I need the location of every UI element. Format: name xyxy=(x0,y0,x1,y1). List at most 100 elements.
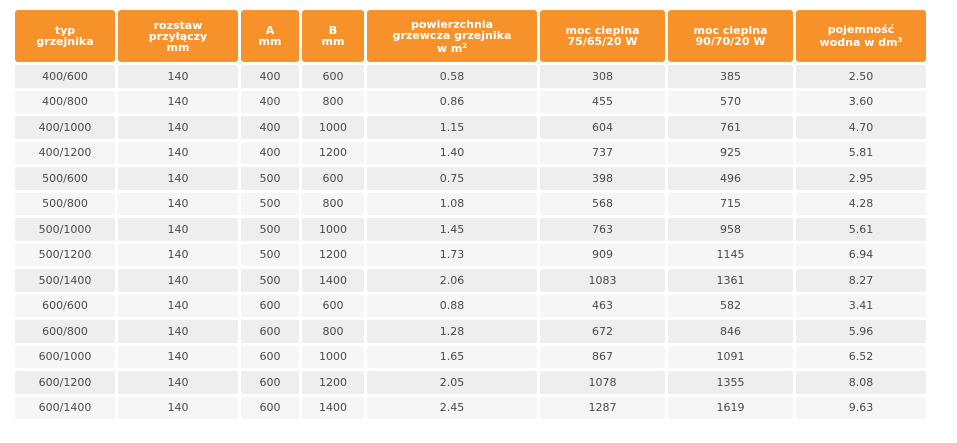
table-cell: 463 xyxy=(540,294,665,317)
table-cell: 0.58 xyxy=(367,65,537,88)
table-cell: 500/600 xyxy=(15,167,115,190)
table-cell: 600 xyxy=(241,320,299,343)
table-cell: 140 xyxy=(118,320,238,343)
header-typ-grzejnika: typ grzejnika xyxy=(15,10,115,62)
table-cell: 600 xyxy=(241,345,299,368)
table-cell: 1145 xyxy=(668,243,793,266)
table-cell: 500/800 xyxy=(15,192,115,215)
table-cell: 1.40 xyxy=(367,141,537,164)
table-cell: 1355 xyxy=(668,371,793,394)
table-row: 600/800 140 600 800 1.28 672 846 5.96 xyxy=(15,320,926,343)
table-cell: 958 xyxy=(668,218,793,241)
table-cell: 1.08 xyxy=(367,192,537,215)
table-cell: 600 xyxy=(302,294,364,317)
header-line: 90/70/20 W xyxy=(695,35,766,48)
table-cell: 140 xyxy=(118,269,238,292)
table-cell: 385 xyxy=(668,65,793,88)
table-cell: 600/800 xyxy=(15,320,115,343)
table-cell: 1400 xyxy=(302,269,364,292)
table-cell: 140 xyxy=(118,167,238,190)
table-body: 400/600 140 400 600 0.58 308 385 2.50 400/800 140… xyxy=(15,65,926,419)
table-row: 400/800 140 400 800 0.86 455 570 3.60 xyxy=(15,90,926,113)
table-cell: 867 xyxy=(540,345,665,368)
table-cell: 604 xyxy=(540,116,665,139)
header-moc-90-70-20: moc cieplna 90/70/20 W xyxy=(668,10,793,62)
table-cell: 846 xyxy=(668,320,793,343)
header-line: pojemność xyxy=(827,23,895,36)
table-cell: 909 xyxy=(540,243,665,266)
table-cell: 400 xyxy=(241,116,299,139)
table-cell: 763 xyxy=(540,218,665,241)
table-cell: 140 xyxy=(118,371,238,394)
table-row: 600/1000 140 600 1000 1.65 867 1091 6.52 xyxy=(15,345,926,368)
header-line: A xyxy=(265,24,275,37)
table-cell: 5.61 xyxy=(796,218,926,241)
table-cell: 800 xyxy=(302,192,364,215)
table-cell: 600/1000 xyxy=(15,345,115,368)
table-cell: 8.08 xyxy=(796,371,926,394)
table-cell: 400 xyxy=(241,141,299,164)
table-cell: 600 xyxy=(241,294,299,317)
table-cell: 455 xyxy=(540,90,665,113)
table-cell: 3.41 xyxy=(796,294,926,317)
header-line: w m2 xyxy=(436,41,468,55)
table-cell: 600 xyxy=(241,371,299,394)
header-line: rozstaw xyxy=(153,18,203,32)
table-cell: 0.88 xyxy=(367,294,537,317)
table-cell: 500 xyxy=(241,167,299,190)
table-cell: 6.94 xyxy=(796,243,926,266)
table-cell: 5.96 xyxy=(796,320,926,343)
table-cell: 400/1000 xyxy=(15,116,115,139)
table-cell: 140 xyxy=(118,116,238,139)
table-row: 600/600 140 600 600 0.88 463 582 3.41 xyxy=(15,294,926,317)
table-cell: 2.45 xyxy=(367,396,537,419)
table-cell: 1619 xyxy=(668,396,793,419)
table-row: 400/1200 140 400 1200 1.40 737 925 5.81 xyxy=(15,141,926,164)
table-cell: 1200 xyxy=(302,141,364,164)
table-cell: 582 xyxy=(668,294,793,317)
table-cell: 500/1400 xyxy=(15,269,115,292)
table-cell: 400 xyxy=(241,90,299,113)
table-cell: 600/600 xyxy=(15,294,115,317)
table-cell: 1083 xyxy=(540,269,665,292)
table-cell: 1287 xyxy=(540,396,665,419)
table-cell: 2.06 xyxy=(367,269,537,292)
table-cell: 140 xyxy=(118,396,238,419)
header-moc-75-65-20: moc cieplna 75/65/20 W xyxy=(540,10,665,62)
header-line: moc cieplna xyxy=(565,24,640,37)
table-cell: 1000 xyxy=(302,218,364,241)
table-cell: 500/1200 xyxy=(15,243,115,266)
header-line: mm xyxy=(166,40,190,54)
header-powierzchnia: powierzchnia grzewcza grzejnika w m2 xyxy=(367,10,537,62)
table-row: 400/1000 140 400 1000 1.15 604 761 4.70 xyxy=(15,116,926,139)
table-cell: 4.70 xyxy=(796,116,926,139)
table-cell: 600 xyxy=(302,65,364,88)
header-line: przyłączy xyxy=(148,29,208,43)
table-cell: 800 xyxy=(302,90,364,113)
table-row: 400/600 140 400 600 0.58 308 385 2.50 xyxy=(15,65,926,88)
table-cell: 500 xyxy=(241,243,299,266)
table-cell: 0.75 xyxy=(367,167,537,190)
table-cell: 140 xyxy=(118,218,238,241)
table-cell: 600/1200 xyxy=(15,371,115,394)
table-cell: 398 xyxy=(540,167,665,190)
table-cell: 140 xyxy=(118,141,238,164)
table-cell: 1361 xyxy=(668,269,793,292)
header-line: grzewcza grzejnika xyxy=(392,28,512,42)
header-line: typ xyxy=(54,24,76,37)
table-cell: 140 xyxy=(118,345,238,368)
table-cell: 2.05 xyxy=(367,371,537,394)
header-superscript: 3 xyxy=(897,36,903,44)
table-cell: 6.52 xyxy=(796,345,926,368)
table-cell: 570 xyxy=(668,90,793,113)
table-cell: 2.95 xyxy=(796,167,926,190)
table-cell: 1091 xyxy=(668,345,793,368)
header-line: mm xyxy=(258,35,282,48)
table-cell: 1000 xyxy=(302,345,364,368)
table-cell: 1.65 xyxy=(367,345,537,368)
table-cell: 400/800 xyxy=(15,90,115,113)
table-cell: 500 xyxy=(241,269,299,292)
header-line: wodna w dm3 xyxy=(819,36,903,49)
table-cell: 500/1000 xyxy=(15,218,115,241)
